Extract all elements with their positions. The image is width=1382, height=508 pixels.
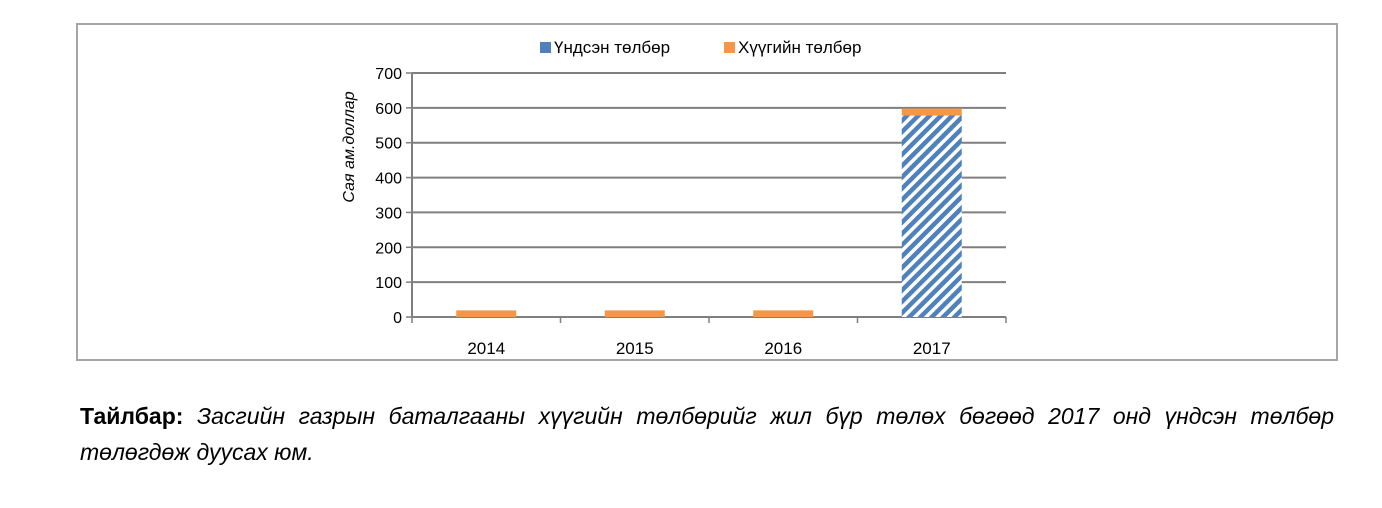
x-tick-label: 2017 xyxy=(913,339,951,358)
x-tick-label: 2015 xyxy=(616,339,654,358)
legend-swatch xyxy=(724,42,735,53)
legend: Үндсэн төлбөр Хүүгийн төлбөр xyxy=(540,38,861,57)
y-tick-label: 500 xyxy=(375,136,402,153)
y-tick-label: 400 xyxy=(375,171,402,188)
stacked-bar-chart: 0 100 200 300 400 500 600 700 2014 2015 2016 2017 Са… xyxy=(341,38,1007,358)
y-tick-label: 700 xyxy=(375,66,402,83)
chart-note: Тайлбар: Засгийн газрын баталгааны хүүги… xyxy=(80,398,1334,470)
y-tick-label: 0 xyxy=(393,310,402,327)
bar-principal-2017 xyxy=(901,115,962,317)
bar-interest-2015 xyxy=(604,310,665,317)
bar-interest-2017 xyxy=(901,108,962,116)
legend-swatch xyxy=(540,42,551,53)
note-label: Тайлбар: xyxy=(80,403,184,429)
x-tick-label: 2016 xyxy=(764,339,802,358)
y-axis-label: Сая ам.доллар xyxy=(341,91,358,202)
legend-label: Үндсэн төлбөр xyxy=(554,38,670,57)
bar-interest-2016 xyxy=(753,310,814,317)
y-tick-label: 600 xyxy=(375,101,402,118)
y-tick-label: 200 xyxy=(375,240,402,257)
legend-label: Хүүгийн төлбөр xyxy=(738,38,861,57)
x-tick-label: 2014 xyxy=(467,339,505,358)
note-text: Засгийн газрын баталгааны хүүгийн төлбөр… xyxy=(80,403,1334,465)
chart-frame: 0 100 200 300 400 500 600 700 2014 2015 2016 2017 Са… xyxy=(76,23,1338,361)
y-tick-label: 300 xyxy=(375,205,402,222)
y-tick-label: 100 xyxy=(375,275,402,292)
bar-interest-2014 xyxy=(456,310,517,317)
